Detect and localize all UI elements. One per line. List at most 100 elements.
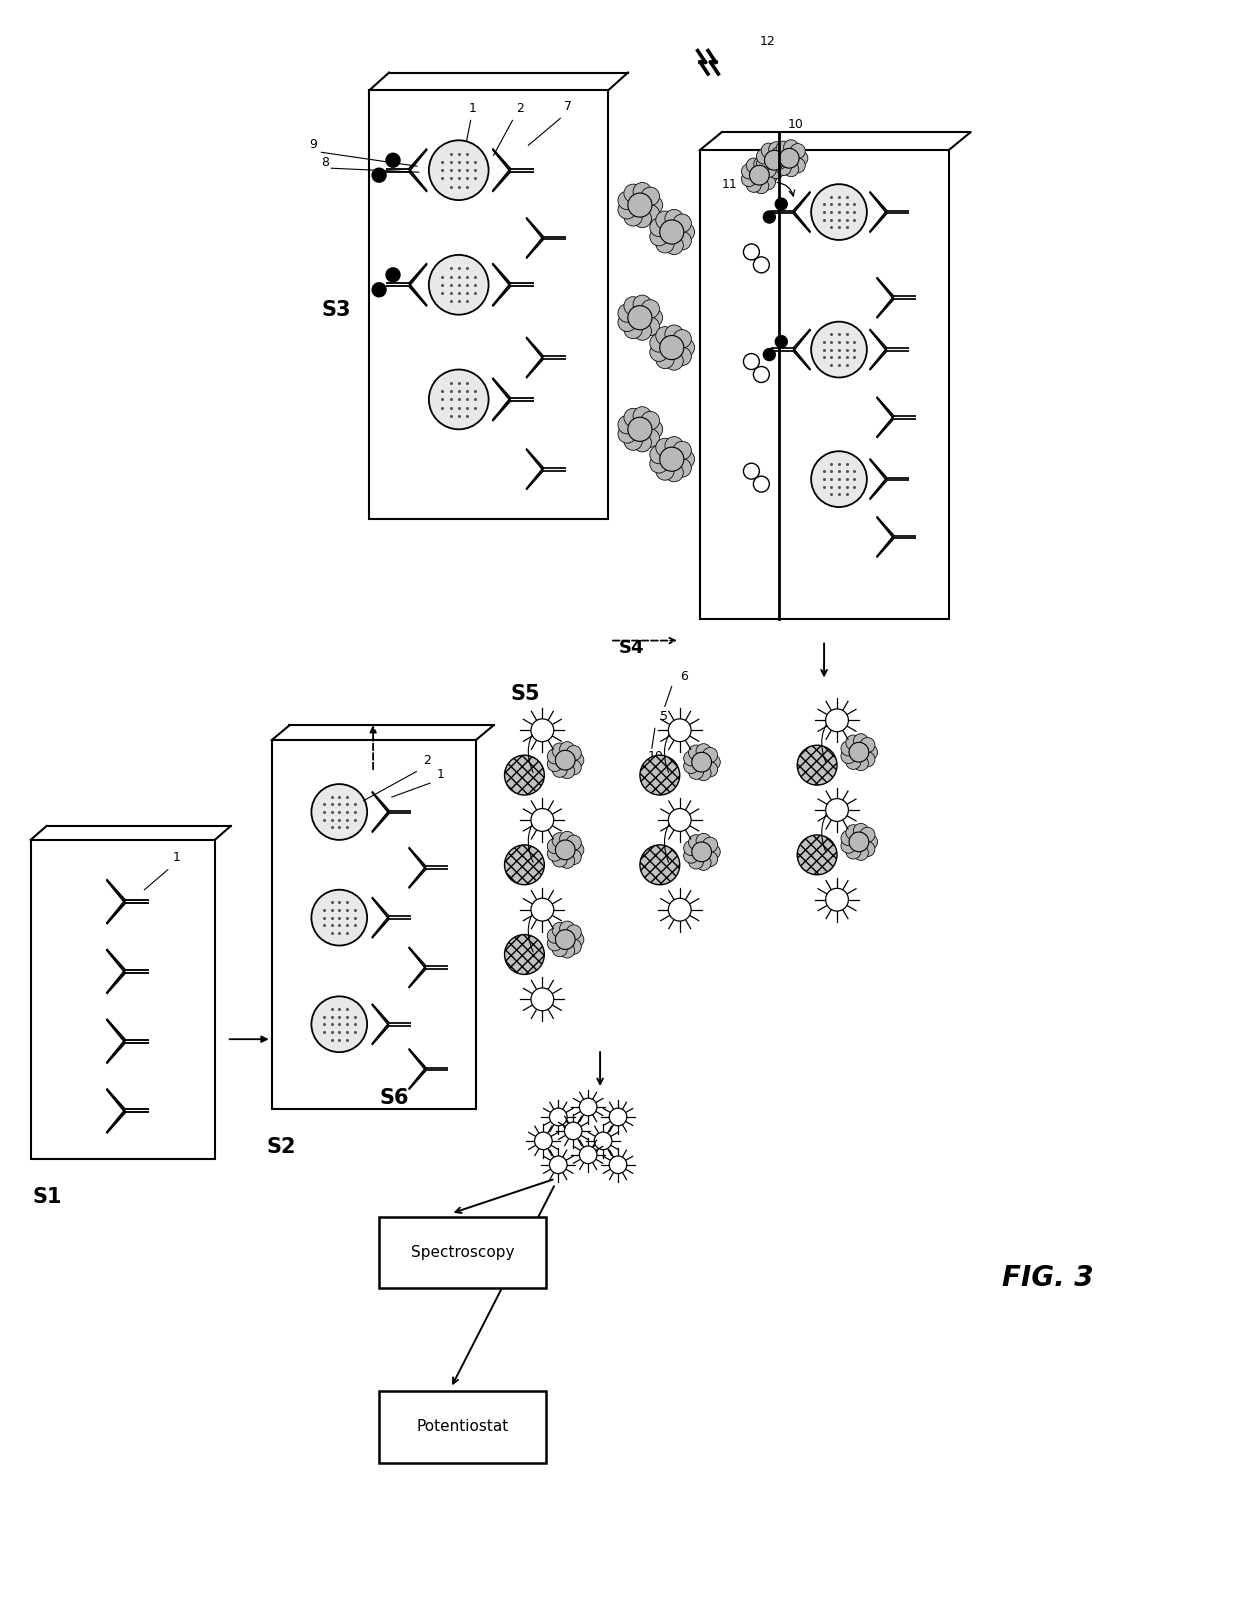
- Circle shape: [826, 889, 848, 911]
- Circle shape: [641, 317, 660, 335]
- Circle shape: [556, 840, 575, 860]
- Circle shape: [688, 764, 703, 779]
- Circle shape: [811, 185, 867, 240]
- Circle shape: [676, 338, 694, 356]
- Circle shape: [640, 754, 680, 795]
- Circle shape: [650, 445, 668, 463]
- FancyBboxPatch shape: [31, 840, 215, 1159]
- Circle shape: [641, 188, 660, 206]
- Circle shape: [775, 198, 787, 210]
- Circle shape: [650, 334, 668, 353]
- Text: 8: 8: [321, 155, 330, 170]
- Circle shape: [665, 325, 683, 343]
- Circle shape: [761, 162, 776, 178]
- Circle shape: [696, 855, 711, 871]
- Circle shape: [549, 1156, 567, 1174]
- Text: S6: S6: [379, 1088, 409, 1107]
- Circle shape: [624, 207, 642, 227]
- Text: 7: 7: [564, 100, 572, 113]
- Text: 12: 12: [759, 34, 775, 47]
- Circle shape: [764, 348, 775, 361]
- Circle shape: [665, 463, 683, 482]
- Text: S2: S2: [267, 1137, 296, 1158]
- Circle shape: [763, 168, 777, 183]
- Circle shape: [846, 824, 861, 840]
- Circle shape: [665, 236, 683, 254]
- Circle shape: [634, 434, 651, 452]
- Circle shape: [645, 196, 662, 214]
- Circle shape: [775, 335, 787, 348]
- Circle shape: [784, 162, 799, 176]
- Circle shape: [656, 235, 675, 253]
- Circle shape: [706, 845, 720, 860]
- Circle shape: [665, 209, 683, 228]
- Circle shape: [547, 750, 562, 764]
- FancyBboxPatch shape: [370, 91, 608, 520]
- Circle shape: [634, 295, 651, 314]
- Circle shape: [372, 168, 386, 183]
- Circle shape: [624, 321, 642, 338]
- Circle shape: [594, 1132, 611, 1149]
- Circle shape: [849, 832, 869, 852]
- Circle shape: [776, 141, 791, 155]
- Circle shape: [746, 178, 761, 193]
- Circle shape: [531, 808, 554, 832]
- Circle shape: [673, 458, 692, 478]
- Circle shape: [609, 1156, 626, 1174]
- Circle shape: [627, 306, 652, 330]
- Circle shape: [692, 842, 712, 861]
- Circle shape: [863, 745, 878, 759]
- Circle shape: [846, 843, 861, 860]
- Circle shape: [567, 924, 582, 941]
- Circle shape: [650, 219, 668, 236]
- Circle shape: [569, 842, 584, 858]
- Circle shape: [756, 157, 771, 172]
- Circle shape: [688, 745, 703, 759]
- Circle shape: [744, 463, 759, 479]
- FancyBboxPatch shape: [379, 1391, 547, 1462]
- Circle shape: [744, 244, 759, 261]
- Text: 6: 6: [680, 670, 688, 683]
- Circle shape: [579, 1098, 596, 1115]
- Circle shape: [609, 1107, 626, 1125]
- Circle shape: [645, 309, 662, 327]
- Circle shape: [859, 751, 875, 767]
- Circle shape: [559, 764, 574, 779]
- Circle shape: [656, 350, 675, 369]
- Circle shape: [641, 429, 660, 447]
- Circle shape: [618, 312, 636, 332]
- Circle shape: [559, 832, 574, 847]
- Circle shape: [547, 936, 562, 950]
- Circle shape: [754, 157, 769, 172]
- FancyBboxPatch shape: [272, 740, 476, 1109]
- Circle shape: [742, 164, 756, 180]
- Circle shape: [640, 845, 680, 884]
- Circle shape: [776, 160, 791, 175]
- Circle shape: [696, 834, 711, 848]
- Circle shape: [311, 996, 367, 1052]
- Circle shape: [627, 193, 652, 217]
- Circle shape: [634, 322, 651, 340]
- Text: 5: 5: [660, 711, 668, 724]
- Circle shape: [790, 159, 805, 173]
- Circle shape: [696, 743, 711, 759]
- Circle shape: [792, 151, 808, 165]
- Circle shape: [775, 160, 790, 175]
- Circle shape: [624, 296, 642, 316]
- Circle shape: [531, 899, 554, 921]
- Circle shape: [760, 175, 775, 189]
- Circle shape: [841, 748, 856, 764]
- Circle shape: [846, 735, 861, 750]
- Circle shape: [673, 214, 692, 233]
- Circle shape: [650, 343, 668, 361]
- Circle shape: [660, 335, 683, 359]
- Circle shape: [559, 942, 574, 958]
- Circle shape: [692, 753, 712, 772]
- Circle shape: [564, 1122, 582, 1140]
- Circle shape: [853, 845, 868, 860]
- Circle shape: [547, 839, 562, 853]
- Circle shape: [627, 418, 652, 442]
- Text: Potentiostat: Potentiostat: [417, 1420, 508, 1434]
- Circle shape: [634, 406, 651, 426]
- Circle shape: [703, 837, 718, 852]
